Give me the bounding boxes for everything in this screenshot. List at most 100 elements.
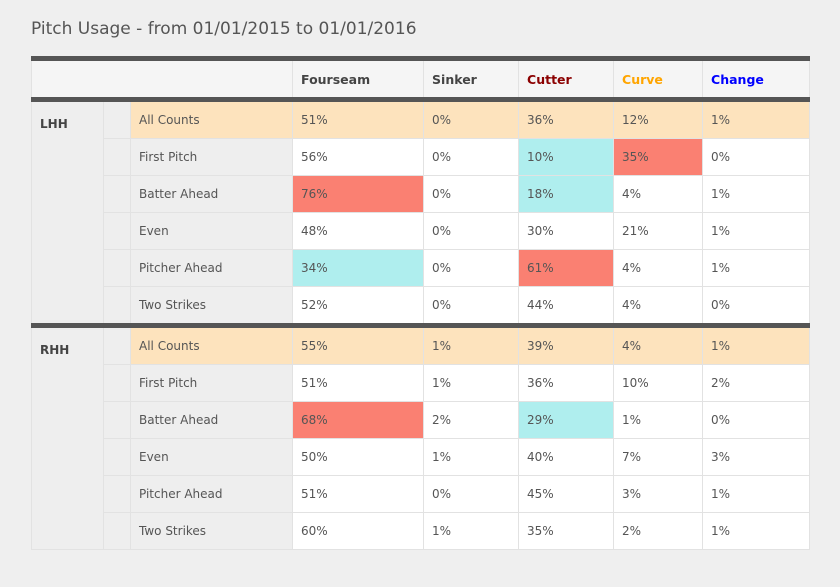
usage-value-cell: 40% xyxy=(518,438,615,476)
usage-value-cell: 2% xyxy=(702,364,811,402)
usage-value-cell: 1% xyxy=(702,99,811,139)
batter-hand-label: LHH xyxy=(31,99,104,326)
count-situation-label: Pitcher Ahead xyxy=(129,475,294,513)
column-header-pitch[interactable]: Sinker xyxy=(423,56,520,102)
usage-value-cell: 0% xyxy=(702,401,811,439)
header-blank-cell xyxy=(30,56,294,102)
count-situation-label: First Pitch xyxy=(129,364,294,402)
count-situation-label: Two Strikes xyxy=(129,512,294,550)
spacer-cell xyxy=(103,212,131,250)
usage-value-cell: 1% xyxy=(702,212,811,250)
usage-value-cell: 1% xyxy=(423,512,520,550)
usage-value-cell: 0% xyxy=(423,286,520,326)
usage-value-cell: 61% xyxy=(518,249,615,287)
usage-value-cell: 39% xyxy=(518,323,615,365)
spacer-cell xyxy=(103,138,131,176)
usage-value-cell: 0% xyxy=(423,99,520,139)
usage-value-cell: 0% xyxy=(702,138,811,176)
usage-value-cell: 48% xyxy=(292,212,425,250)
usage-value-cell: 35% xyxy=(613,138,704,176)
usage-value-cell: 1% xyxy=(613,401,704,439)
spacer-cell xyxy=(103,401,131,439)
column-header-pitch[interactable]: Cutter xyxy=(518,56,615,102)
usage-value-cell: 3% xyxy=(702,438,811,476)
table-row: Pitcher Ahead 34% 0% 61% 4% 1% xyxy=(32,249,811,287)
usage-value-cell: 51% xyxy=(292,364,425,402)
usage-value-cell: 1% xyxy=(702,475,811,513)
count-situation-label: Two Strikes xyxy=(129,286,294,326)
usage-value-cell: 0% xyxy=(423,212,520,250)
table-row: LHH All Counts 51% 0% 36% 12% 1% xyxy=(31,99,811,326)
usage-value-cell: 1% xyxy=(702,512,811,550)
table-row: First Pitch 51% 1% 36% 10% 2% xyxy=(32,364,811,402)
spacer-cell xyxy=(103,475,131,513)
usage-value-cell: 4% xyxy=(613,286,704,326)
table-row: Pitcher Ahead 51% 0% 45% 3% 1% xyxy=(32,475,811,513)
hand-group-rhh: RHH All Counts 55% 1% 39% 4% 1% First Pitch 51% 1… xyxy=(31,323,811,550)
table-row: Batter Ahead 68% 2% 29% 1% 0% xyxy=(32,401,811,439)
column-header-pitch[interactable]: Change xyxy=(702,56,811,102)
count-situation-label: Batter Ahead xyxy=(129,175,294,213)
usage-value-cell: 55% xyxy=(292,323,425,365)
count-situation-label: All Counts xyxy=(129,323,294,365)
usage-value-cell: 18% xyxy=(518,175,615,213)
usage-value-cell: 0% xyxy=(423,175,520,213)
table-row: Batter Ahead 76% 0% 18% 4% 1% xyxy=(32,175,811,213)
usage-value-cell: 10% xyxy=(613,364,704,402)
table-row: RHH All Counts 55% 1% 39% 4% 1% xyxy=(31,323,811,550)
table-header-row: Fourseam Sinker Cutter Curve Change xyxy=(30,56,811,102)
usage-value-cell: 2% xyxy=(423,401,520,439)
count-situation-label: Even xyxy=(129,438,294,476)
spacer-cell xyxy=(103,364,131,402)
usage-value-cell: 50% xyxy=(292,438,425,476)
usage-value-cell: 1% xyxy=(423,438,520,476)
usage-value-cell: 44% xyxy=(518,286,615,326)
usage-value-cell: 51% xyxy=(292,99,425,139)
usage-value-cell: 7% xyxy=(613,438,704,476)
usage-value-cell: 30% xyxy=(518,212,615,250)
usage-value-cell: 0% xyxy=(702,286,811,326)
count-situation-label: First Pitch xyxy=(129,138,294,176)
usage-value-cell: 21% xyxy=(613,212,704,250)
page-title: Pitch Usage - from 01/01/2015 to 01/01/2… xyxy=(31,19,417,39)
table-row: Even 50% 1% 40% 7% 3% xyxy=(32,438,811,476)
usage-value-cell: 60% xyxy=(292,512,425,550)
usage-value-cell: 35% xyxy=(518,512,615,550)
usage-value-cell: 0% xyxy=(423,138,520,176)
table-row: First Pitch 56% 0% 10% 35% 0% xyxy=(32,138,811,176)
column-header-pitch[interactable]: Curve xyxy=(613,56,704,102)
spacer-cell xyxy=(103,323,131,365)
table-row: Even 48% 0% 30% 21% 1% xyxy=(32,212,811,250)
usage-value-cell: 1% xyxy=(423,364,520,402)
usage-value-cell: 10% xyxy=(518,138,615,176)
usage-value-cell: 0% xyxy=(423,475,520,513)
usage-value-cell: 36% xyxy=(518,99,615,139)
column-header-pitch[interactable]: Fourseam xyxy=(292,56,425,102)
count-situation-label: Batter Ahead xyxy=(129,401,294,439)
usage-value-cell: 1% xyxy=(702,249,811,287)
usage-value-cell: 34% xyxy=(292,249,425,287)
usage-value-cell: 36% xyxy=(518,364,615,402)
usage-value-cell: 4% xyxy=(613,175,704,213)
usage-value-cell: 0% xyxy=(423,249,520,287)
table-row: Two Strikes 60% 1% 35% 2% 1% xyxy=(32,512,811,550)
usage-value-cell: 1% xyxy=(702,323,811,365)
count-situation-label: Pitcher Ahead xyxy=(129,249,294,287)
usage-value-cell: 1% xyxy=(423,323,520,365)
usage-value-cell: 4% xyxy=(613,249,704,287)
usage-value-cell: 45% xyxy=(518,475,615,513)
usage-value-cell: 2% xyxy=(613,512,704,550)
spacer-cell xyxy=(103,512,131,550)
usage-value-cell: 68% xyxy=(292,401,425,439)
batter-hand-label: RHH xyxy=(31,323,104,550)
spacer-cell xyxy=(103,99,131,139)
usage-value-cell: 51% xyxy=(292,475,425,513)
spacer-cell xyxy=(103,249,131,287)
spacer-cell xyxy=(103,175,131,213)
usage-value-cell: 56% xyxy=(292,138,425,176)
usage-value-cell: 12% xyxy=(613,99,704,139)
pitch-usage-table: Fourseam Sinker Cutter Curve Change LHH A… xyxy=(30,56,811,550)
usage-value-cell: 29% xyxy=(518,401,615,439)
usage-value-cell: 1% xyxy=(702,175,811,213)
